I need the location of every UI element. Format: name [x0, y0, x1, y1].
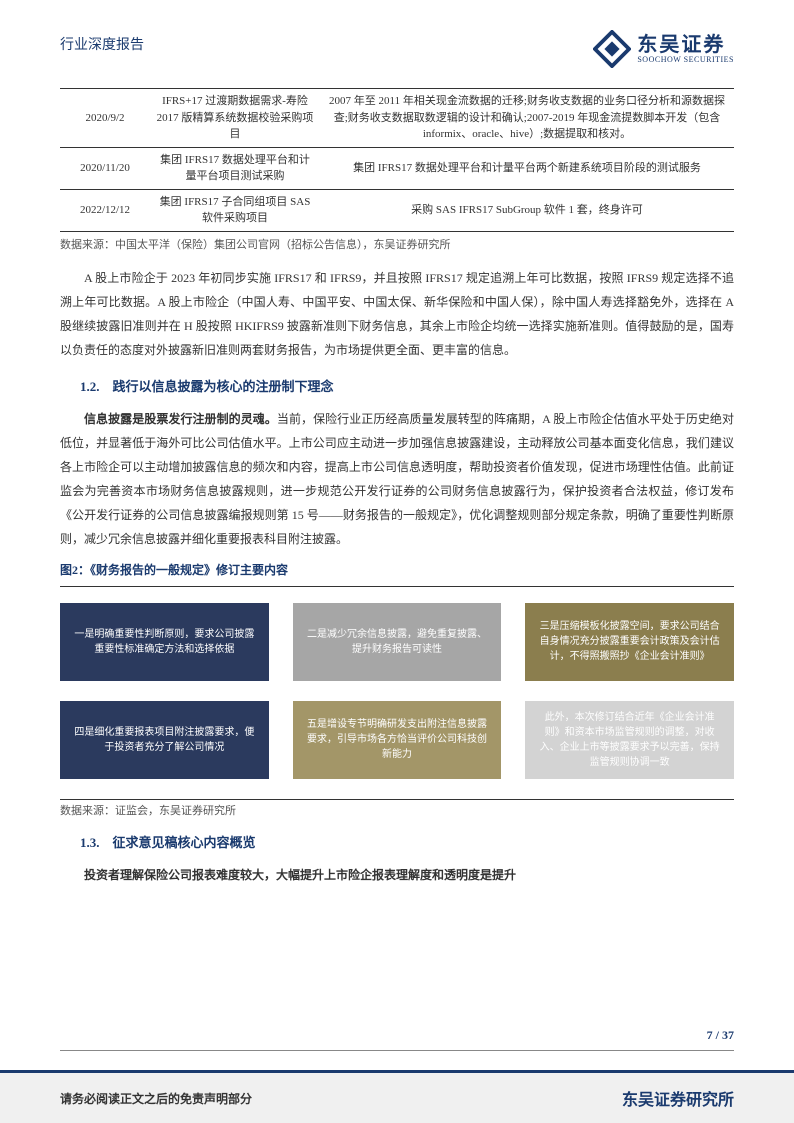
- paragraph: 信息披露是股票发行注册制的灵魂。当前，保险行业正历经高质量发展转型的阵痛期，A …: [60, 407, 734, 551]
- paragraph-body: 当前，保险行业正历经高质量发展转型的阵痛期，A 股上市险企估值水平处于历史绝对低…: [60, 412, 734, 546]
- table-cell: IFRS+17 过渡期数据需求-寿险 2017 版精算系统数据校验采购项目: [150, 89, 320, 148]
- table-cell: 集团 IFRS17 子合同组项目 SAS 软件采购项目: [150, 189, 320, 231]
- lead-sentence: 信息披露是股票发行注册制的灵魂。: [84, 412, 277, 426]
- info-card-4: 四是细化重要报表项目附注披露要求，便于投资者充分了解公司情况: [60, 701, 269, 779]
- table-cell: 2020/9/2: [60, 89, 150, 148]
- card-text: 四是细化重要报表项目附注披露要求，便于投资者充分了解公司情况: [72, 725, 257, 755]
- info-card-3: 三是压缩模板化披露空间，要求公司结合自身情况充分披露重要会计政策及会计估计，不得…: [525, 603, 734, 681]
- table-cell: 2022/12/12: [60, 189, 150, 231]
- figure-separator: [60, 799, 734, 800]
- info-card-2: 二是减少冗余信息披露，避免重复披露、提升财务报告可读性: [293, 603, 502, 681]
- table-cell: 集团 IFRS17 数据处理平台和计量平台两个新建系统项目阶段的测试服务: [320, 147, 734, 189]
- page-footer: 请务必阅读正文之后的免责声明部分 东吴证券研究所: [0, 1073, 794, 1123]
- table-cell: 2020/11/20: [60, 147, 150, 189]
- info-card-1: 一是明确重要性判断原则，要求公司披露重要性标准确定方法和选择依据: [60, 603, 269, 681]
- paragraph-bold: 投资者理解保险公司报表难度较大，大幅提升上市险企报表理解度和透明度是提升: [60, 863, 734, 887]
- footer-disclaimer: 请务必阅读正文之后的免责声明部分: [60, 1090, 252, 1107]
- figure-separator: [60, 586, 734, 587]
- figure-2-title: 图2：《财务报告的一般规定》修订主要内容: [60, 561, 734, 578]
- logo-text-en: SOOCHOW SECURITIES: [637, 56, 734, 65]
- footer-separator: [60, 1050, 734, 1051]
- card-text: 二是减少冗余信息披露，避免重复披露、提升财务报告可读性: [305, 627, 490, 657]
- section-heading-1-3: 1.3. 征求意见稿核心内容概览: [80, 832, 734, 851]
- table-source: 数据来源：中国太平洋（保险）集团公司官网（招标公告信息），东吴证券研究所: [60, 236, 734, 252]
- table-row: 2022/12/12 集团 IFRS17 子合同组项目 SAS 软件采购项目 采…: [60, 189, 734, 231]
- logo-icon: [593, 30, 631, 68]
- table-row: 2020/9/2 IFRS+17 过渡期数据需求-寿险 2017 版精算系统数据…: [60, 89, 734, 148]
- table-cell: 集团 IFRS17 数据处理平台和计量平台项目测试采购: [150, 147, 320, 189]
- page-header: 行业深度报告 东吴证券 SOOCHOW SECURITIES: [60, 30, 734, 68]
- table-row: 2020/11/20 集团 IFRS17 数据处理平台和计量平台项目测试采购 集…: [60, 147, 734, 189]
- figure-2-card-grid: 一是明确重要性判断原则，要求公司披露重要性标准确定方法和选择依据 二是减少冗余信…: [60, 597, 734, 789]
- info-card-6: 此外，本次修订结合近年《企业会计准则》和资本市场监管规则的调整，对收入、企业上市…: [525, 701, 734, 779]
- procurement-table: 2020/9/2 IFRS+17 过渡期数据需求-寿险 2017 版精算系统数据…: [60, 88, 734, 232]
- footer-org-name: 东吴证券研究所: [622, 1086, 734, 1110]
- paragraph: A 股上市险企于 2023 年初同步实施 IFRS17 和 IFRS9，并且按照…: [60, 266, 734, 362]
- logo-text-cn: 东吴证券: [637, 34, 734, 56]
- info-card-5: 五是增设专节明确研发支出附注信息披露要求，引导市场各方恰当评价公司科技创新能力: [293, 701, 502, 779]
- report-type-title: 行业深度报告: [60, 30, 144, 54]
- figure-2-source: 数据来源：证监会，东吴证券研究所: [60, 802, 734, 818]
- table-cell: 2007 年至 2011 年相关现金流数据的迁移;财务收支数据的业务口径分析和源…: [320, 89, 734, 148]
- card-text: 此外，本次修订结合近年《企业会计准则》和资本市场监管规则的调整，对收入、企业上市…: [537, 710, 722, 770]
- card-text: 一是明确重要性判断原则，要求公司披露重要性标准确定方法和选择依据: [72, 627, 257, 657]
- table-cell: 采购 SAS IFRS17 SubGroup 软件 1 套，终身许可: [320, 189, 734, 231]
- page-number: 7 / 37: [707, 1028, 734, 1043]
- card-text: 三是压缩模板化披露空间，要求公司结合自身情况充分披露重要会计政策及会计估计，不得…: [537, 619, 722, 664]
- soochow-logo: 东吴证券 SOOCHOW SECURITIES: [593, 30, 734, 68]
- card-text: 五是增设专节明确研发支出附注信息披露要求，引导市场各方恰当评价公司科技创新能力: [305, 717, 490, 762]
- section-heading-1-2: 1.2. 践行以信息披露为核心的注册制下理念: [80, 376, 734, 395]
